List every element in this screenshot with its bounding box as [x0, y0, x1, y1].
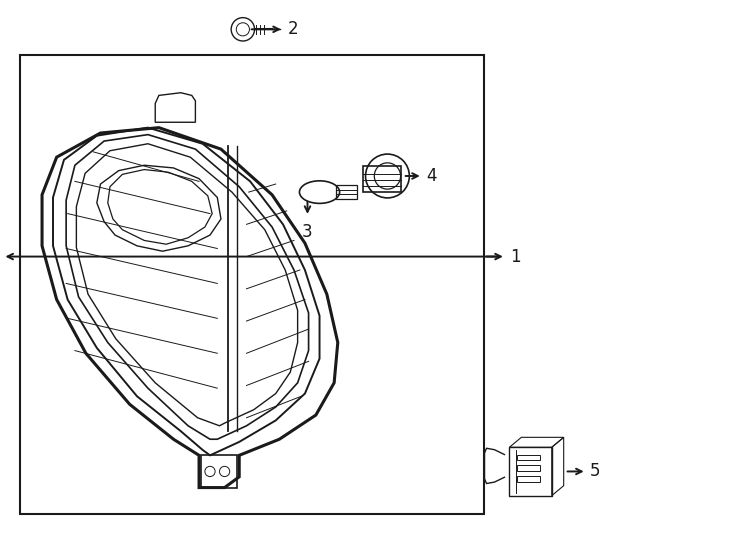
Text: 5: 5: [589, 462, 600, 481]
Text: 3: 3: [302, 222, 313, 241]
Text: 2: 2: [287, 21, 298, 38]
Bar: [336, 185, 357, 199]
Bar: [517, 476, 540, 482]
Bar: [517, 465, 540, 471]
Text: 4: 4: [426, 167, 437, 185]
Text: 1: 1: [509, 247, 520, 266]
Bar: [509, 447, 552, 496]
Bar: [363, 166, 401, 192]
Bar: [20, 55, 484, 515]
Bar: [517, 455, 540, 460]
